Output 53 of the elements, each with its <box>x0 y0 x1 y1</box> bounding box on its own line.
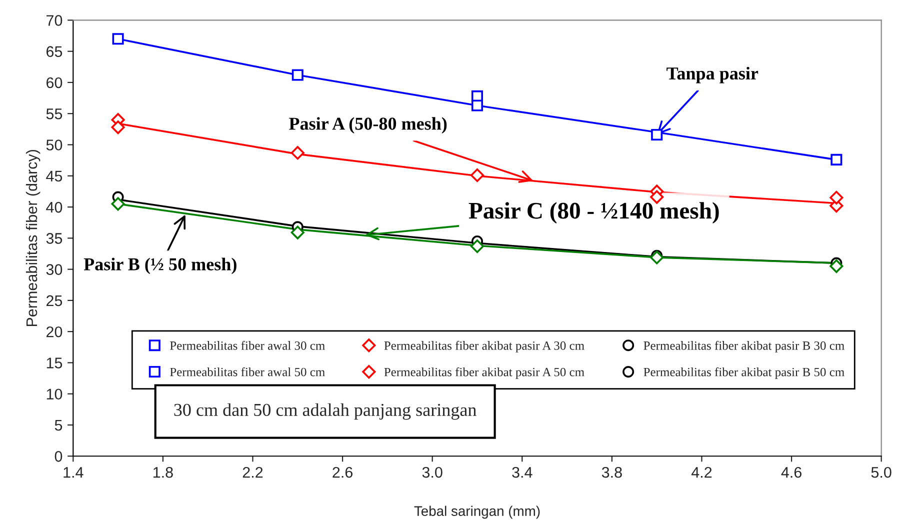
y-tick-label: 15 <box>46 358 62 368</box>
point <box>111 120 125 134</box>
x-tick-label: 4.6 <box>781 466 802 478</box>
point <box>290 226 304 240</box>
x-tick-label: 5.0 <box>871 466 892 478</box>
x-axis-title: Tebal saringan (mm) <box>414 506 540 519</box>
y-tick-label: 10 <box>46 388 62 400</box>
legend-label: Permeabilitas fiber akibat pasir A 30 cm <box>384 340 584 352</box>
point <box>470 168 484 182</box>
annotation: Pasir B (½ 50 mesh) <box>84 258 236 274</box>
y-tick-label: 30 <box>46 264 62 275</box>
y-tick-label: 45 <box>46 170 62 182</box>
point <box>111 197 125 211</box>
point <box>830 259 844 273</box>
point <box>650 250 664 264</box>
y-tick-label: 5 <box>54 420 62 431</box>
y-axis-title: Permeabilitas fiber (darcy) <box>26 150 40 326</box>
y-tick-label: 50 <box>46 140 62 150</box>
y-tick-label: 20 <box>46 326 62 338</box>
x-tick-label: 4.2 <box>691 466 712 478</box>
legend-label: Permeabilitas fiber akibat pasir B 30 cm <box>644 340 844 352</box>
x-tick-label: 1.4 <box>64 467 84 478</box>
y-tick-label: 55 <box>46 108 62 120</box>
y-tick-label: 60 <box>46 77 62 88</box>
x-tick-label: 2.6 <box>332 466 352 478</box>
point <box>830 190 844 204</box>
y-tick-label: 65 <box>46 46 62 58</box>
point <box>290 146 304 160</box>
legend-label: Permeabilitas fiber awal 50 cm <box>170 367 325 376</box>
y-tick-label: 70 <box>46 15 62 26</box>
x-tick-label: 3.8 <box>602 466 622 478</box>
point <box>112 33 124 45</box>
point <box>470 239 484 254</box>
legend-label: Permeabilitas fiber awal 30 cm <box>170 340 325 350</box>
point <box>292 69 304 81</box>
annotation: Tanpa pasir <box>666 66 758 84</box>
y-tick-label: 40 <box>46 202 62 213</box>
legend-label: Permeabilitas fiber akibat pasir A 50 cm <box>384 367 584 379</box>
y-tick-label: 35 <box>46 233 62 244</box>
point <box>650 190 664 204</box>
x-tick-label: 3.0 <box>422 466 442 478</box>
y-tick-label: 0 <box>54 450 62 462</box>
annotation: Pasir C (80 - ½140 mesh) <box>468 202 719 224</box>
annotation: Pasir A (50-80 mesh) <box>289 117 447 134</box>
legend-label: Permeabilitas fiber akibat pasir B 50 cm <box>644 367 844 379</box>
y-tick-label: 25 <box>46 295 62 306</box>
x-tick-label: 1.8 <box>153 466 173 478</box>
annotation: 30 cm dan 50 cm adalah panjang saringan <box>174 403 476 420</box>
point <box>471 100 483 112</box>
x-tick-label: 3.4 <box>512 466 532 478</box>
point <box>651 129 663 141</box>
point <box>830 154 842 166</box>
x-tick-label: 2.2 <box>242 466 263 478</box>
